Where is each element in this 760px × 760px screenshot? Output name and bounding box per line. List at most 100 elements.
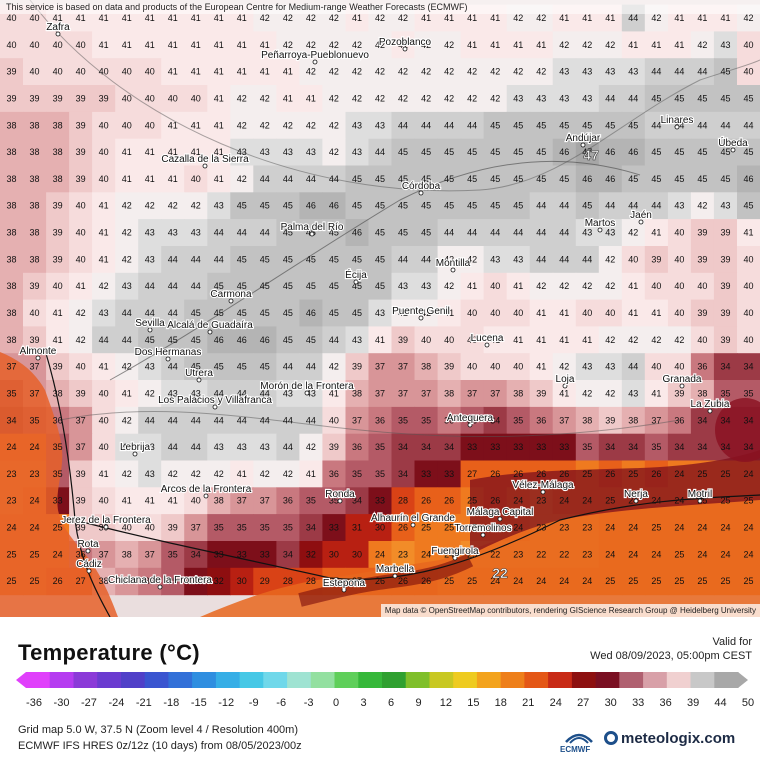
- temperature-value: 39: [99, 523, 109, 533]
- city-label[interactable]: Lebrija: [119, 441, 152, 454]
- temperature-value: 34: [605, 442, 615, 452]
- city-label[interactable]: Granada: [661, 373, 703, 386]
- ecmwf-logo-text: ECMWF: [560, 745, 591, 754]
- city-label[interactable]: Málaga Capital: [466, 506, 535, 519]
- meteologix-logo[interactable]: meteologix.com: [604, 730, 735, 747]
- city-label[interactable]: Cazalla de la Sierra: [160, 153, 250, 166]
- temperature-cell: [667, 192, 692, 220]
- temperature-cell: [667, 165, 692, 193]
- city-label[interactable]: Jerez de la Frontera: [60, 514, 152, 527]
- temperature-cell: [437, 219, 462, 247]
- city-label[interactable]: Palma del Río: [279, 221, 344, 234]
- city-label[interactable]: La Zubia: [689, 398, 731, 411]
- temperature-value: 34: [743, 442, 753, 452]
- temperature-value: 25: [6, 576, 16, 586]
- city-label[interactable]: Cádiz: [75, 558, 103, 571]
- city-label[interactable]: Antequera: [446, 412, 495, 425]
- city-label[interactable]: Fuengirola: [430, 545, 480, 558]
- temperature-value: 26: [490, 496, 500, 506]
- temperature-cell: [621, 380, 646, 408]
- city-label[interactable]: Ronda: [324, 488, 356, 501]
- temperature-cell: [207, 353, 231, 381]
- temperature-cell: [69, 487, 93, 515]
- temperature-value: 46: [306, 201, 316, 211]
- temperature-value: 44: [651, 201, 661, 211]
- city-label[interactable]: Alcalá de Guadaíra: [166, 319, 254, 332]
- colorbar-swatch: [73, 672, 98, 688]
- temperature-value: 43: [168, 228, 178, 238]
- temperature-cell: [138, 192, 162, 220]
- city-label[interactable]: Los Palacios y Villafranca: [157, 394, 273, 407]
- temperature-cell: [667, 406, 692, 435]
- city-label[interactable]: Loja: [554, 373, 576, 386]
- city-label[interactable]: Almonte: [19, 345, 58, 358]
- city-label[interactable]: Córdoba: [401, 180, 442, 193]
- temperature-value: 44: [536, 201, 546, 211]
- temperature-cell: [737, 353, 760, 381]
- temperature-value: 41: [99, 201, 109, 211]
- temperature-value: 40: [122, 94, 132, 104]
- temperature-value: 38: [421, 362, 431, 372]
- temperature-cell: [0, 85, 24, 113]
- city-label[interactable]: Arcos de la Frontera: [160, 483, 253, 496]
- city-label[interactable]: Jaén: [629, 209, 653, 222]
- temperature-cell: [737, 111, 760, 140]
- temperature-cell: [345, 58, 370, 86]
- city-label[interactable]: Montilla: [435, 257, 472, 270]
- city-label[interactable]: Pozoblanco: [378, 36, 433, 49]
- city-label[interactable]: Chiclana de la Frontera: [107, 574, 214, 587]
- osm-attribution[interactable]: Map data © OpenStreetMap contributors, r…: [380, 604, 760, 617]
- temperature-value: 34: [421, 442, 431, 452]
- temperature-value: 39: [651, 254, 661, 264]
- temperature-cell: [621, 353, 646, 381]
- temperature-value: 34: [720, 362, 730, 372]
- city-label[interactable]: Puente Genil: [391, 305, 451, 318]
- city-label[interactable]: Rota: [76, 538, 100, 551]
- city-label[interactable]: Alhaurín el Grande: [370, 512, 457, 525]
- temperature-cell: [621, 138, 646, 167]
- temperature-value: 44: [168, 415, 178, 425]
- city-label[interactable]: Úbeda: [717, 135, 749, 150]
- temperature-value: 40: [29, 67, 39, 77]
- temperature-cell: [23, 299, 47, 327]
- city-label[interactable]: Motril: [687, 488, 714, 501]
- temperature-value: 23: [398, 549, 408, 559]
- city-label[interactable]: Peñarroya-Pueblonuevo: [260, 49, 370, 62]
- temperature-value: 42: [260, 13, 270, 23]
- temperature-value: 44: [214, 228, 224, 238]
- city-label[interactable]: Dos Hermanas: [134, 346, 203, 359]
- temperature-cell: [621, 326, 646, 354]
- temperature-cell: [737, 85, 760, 113]
- temperature-value: 37: [122, 576, 132, 586]
- city-label[interactable]: Écija: [344, 267, 368, 282]
- city-label[interactable]: Linares: [659, 114, 694, 127]
- city-label[interactable]: Sevilla: [134, 317, 166, 330]
- city-label[interactable]: Nerja: [623, 488, 650, 501]
- temperature-cell: [184, 31, 208, 59]
- city-label[interactable]: Andújar: [565, 132, 602, 145]
- temperature-value: 44: [743, 120, 753, 130]
- temperature-value: 32: [306, 549, 316, 559]
- temperature-value: 40: [76, 228, 86, 238]
- temperature-cell: [92, 353, 116, 381]
- temperature-cell: [690, 58, 715, 86]
- city-label[interactable]: Utrera: [184, 367, 214, 380]
- city-label[interactable]: Lucena: [469, 332, 504, 345]
- city-label[interactable]: Morón de la Frontera: [259, 380, 355, 393]
- city-label[interactable]: Carmona: [209, 288, 253, 301]
- city-label[interactable]: Estepona: [322, 577, 367, 590]
- city-label[interactable]: Vélez-Málaga: [511, 479, 575, 492]
- temperature-cell: [138, 380, 162, 408]
- temperature-value: 39: [697, 228, 707, 238]
- city-label[interactable]: Torremolinos: [453, 522, 512, 535]
- temperature-cell: [276, 165, 300, 193]
- temperature-cell: [46, 246, 70, 274]
- temperature-cell: [138, 433, 162, 462]
- city-label[interactable]: Martos: [584, 217, 617, 230]
- temperature-cell: [437, 31, 462, 59]
- temperature-value: 35: [283, 523, 293, 533]
- city-label[interactable]: Zafra: [45, 21, 71, 34]
- temperature-map[interactable]: 40 40 41 41 41 41 41 41 41 41 41 42 42 42 42 41 42 42 41 41…: [0, 0, 760, 617]
- temperature-value: 41: [375, 335, 385, 345]
- city-label[interactable]: Marbella: [375, 563, 416, 576]
